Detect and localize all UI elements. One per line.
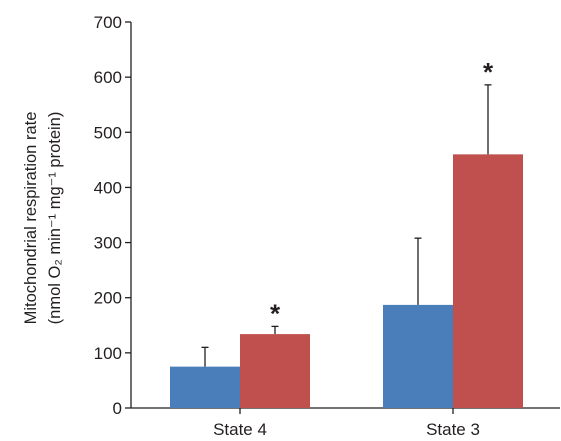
y-tick-label: 100: [94, 344, 122, 363]
y-tick-label: 500: [94, 123, 122, 142]
bar-state-3-series-2: [453, 154, 523, 408]
y-axis-title-line1: Mitochondrial respiration rate: [22, 112, 40, 325]
bar-state-4-series-1: [170, 366, 240, 408]
bar-state-3-series-1: [383, 304, 453, 408]
error-bars: [201, 84, 492, 367]
y-ticks: 0 100 200 300 400 500 600 700: [94, 13, 131, 418]
significance-star: *: [483, 57, 494, 87]
significance-marks: **: [270, 57, 494, 329]
bar-state-4-series-2: [240, 334, 310, 408]
x-tick-label: State 3: [426, 420, 480, 439]
y-tick-label: 200: [94, 289, 122, 308]
x-tick-label: State 4: [213, 420, 267, 439]
x-tick-labels: State 4 State 3: [213, 408, 480, 439]
y-tick-label: 400: [94, 178, 122, 197]
significance-star: *: [270, 298, 281, 328]
y-tick-label: 600: [94, 68, 122, 87]
y-tick-label: 700: [94, 13, 122, 32]
y-tick-label: 300: [94, 234, 122, 253]
y-axis-title-line2: (nmol O₂ min⁻¹ mg⁻¹ protein): [46, 112, 64, 325]
y-axis-title: Mitochondrial respiration rate (nmol O₂ …: [22, 112, 64, 325]
y-tick-label: 0: [113, 399, 122, 418]
bars: [170, 154, 523, 408]
